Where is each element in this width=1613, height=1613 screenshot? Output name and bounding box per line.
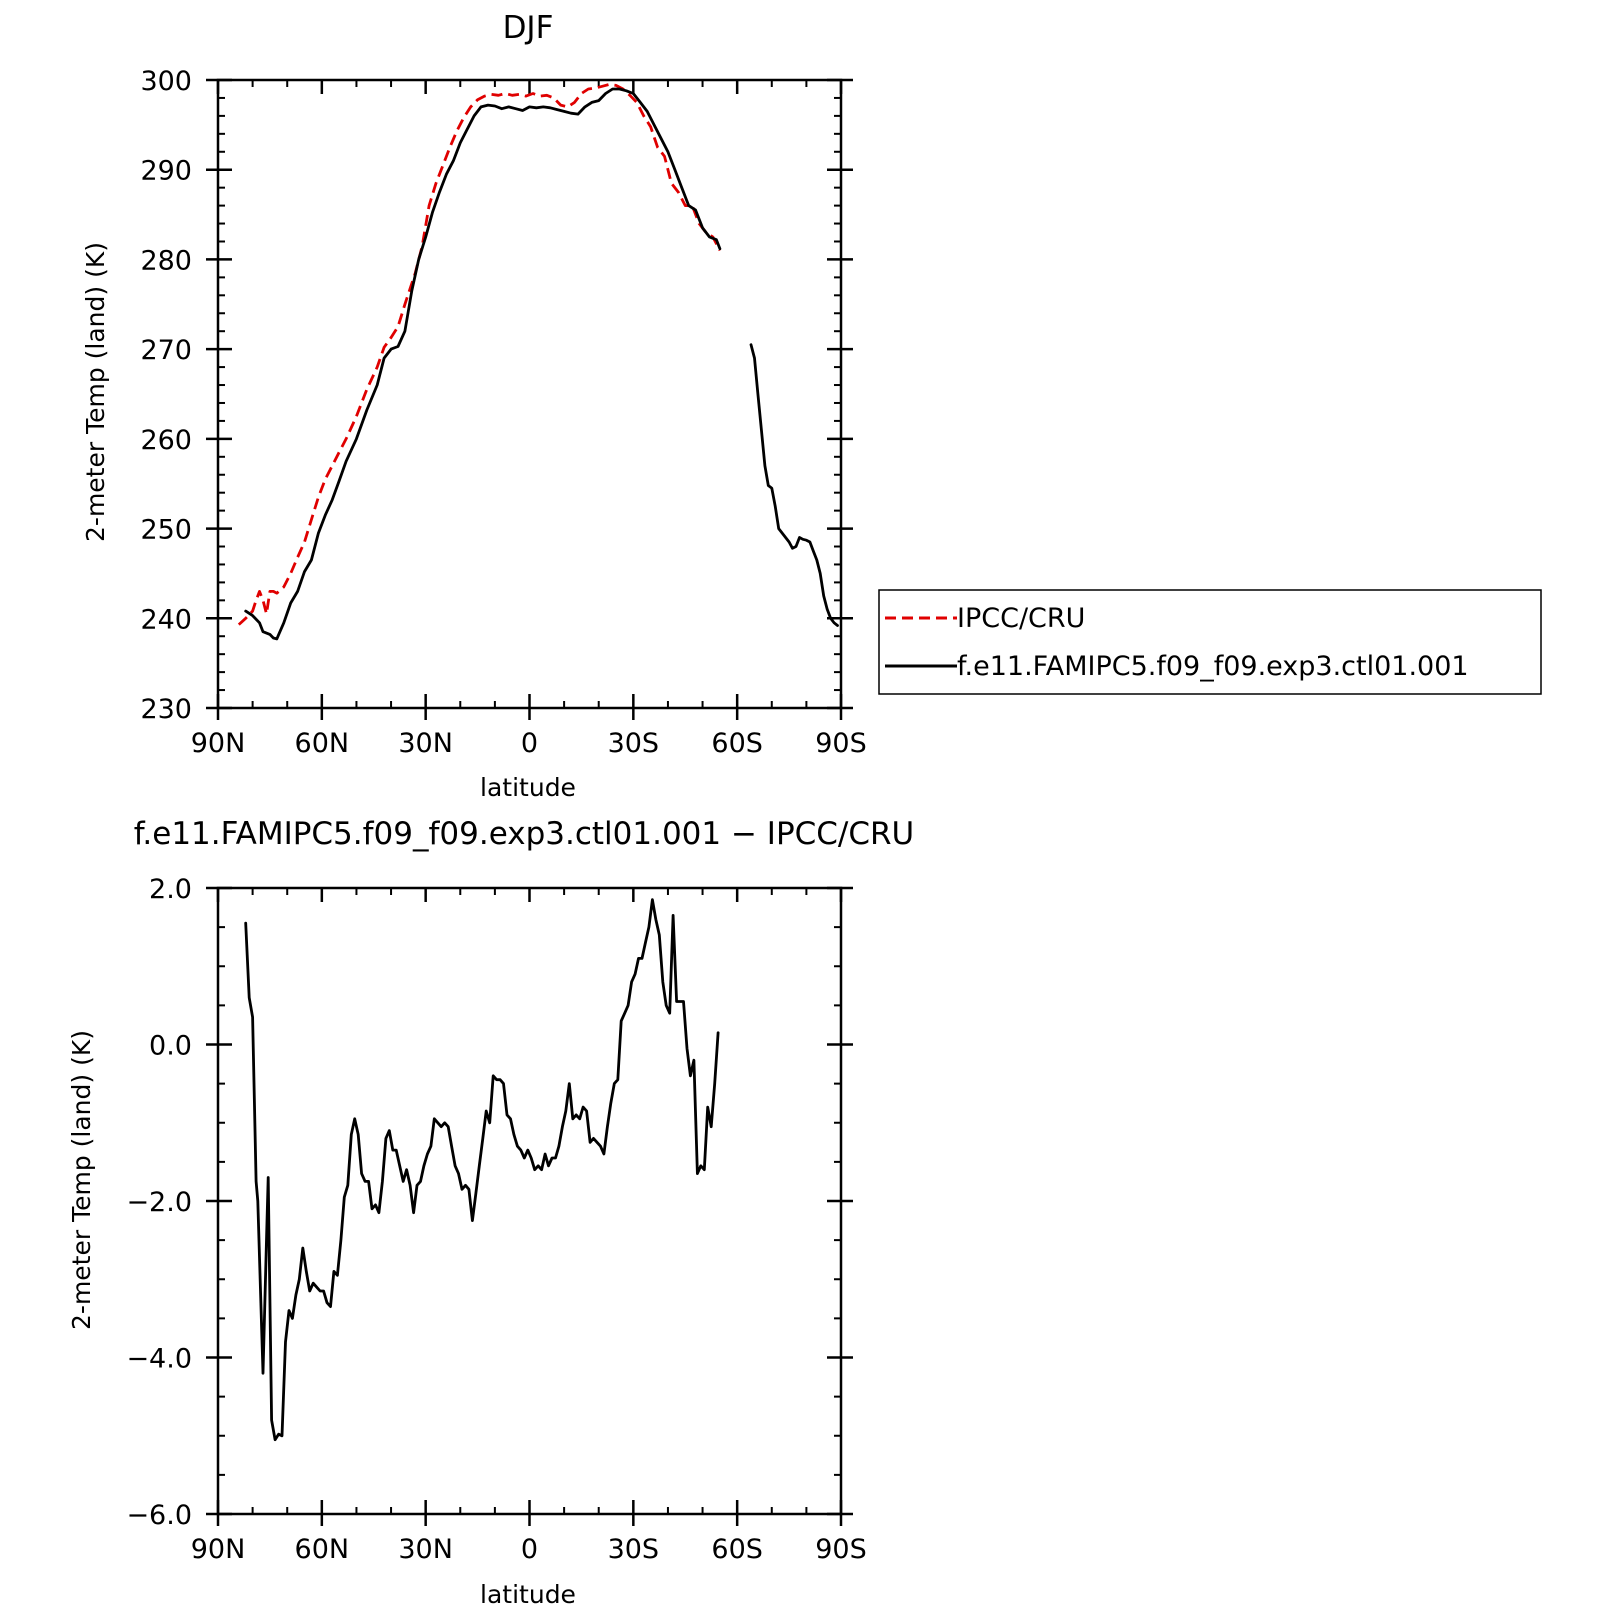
x-tick-label: 60N: [295, 1534, 350, 1565]
y-tick-label: 260: [140, 425, 192, 456]
y-tick-label: −2.0: [126, 1187, 192, 1218]
top-plot-area: [237, 83, 839, 641]
y-tick-label: 270: [140, 335, 192, 366]
x-tick-label: 90N: [191, 1534, 246, 1565]
top-y-axis-label: 2-meter Temp (land) (K): [81, 242, 110, 542]
y-tick-label: −4.0: [126, 1344, 192, 1375]
bottom-axes: 90N 60N 30N 0 30S 60S 90S −6.0 −4.0 −2.0 0.0 2.0: [126, 874, 866, 1565]
top-chart-title: DJF: [503, 10, 554, 46]
bottom-plot-area: [244, 898, 720, 1442]
top-axes: 90N 60N 30N 0 30S 60S 90S 230 240 250 260 270 280 290…: [140, 66, 866, 759]
plot-frame: [216, 78, 843, 710]
bottom-chart-title: f.e11.FAMIPC5.f09_f09.exp3.ctl01.001 − I…: [134, 816, 915, 852]
series-line-model-seg0: [244, 898, 720, 1442]
series-line-model-seg1: [749, 343, 839, 627]
x-tick-label: 30S: [608, 728, 660, 759]
x-tick-label: 0: [521, 728, 538, 759]
y-tick-label: 2.0: [149, 874, 192, 905]
y-tick-label: 300: [140, 66, 192, 97]
top-panel: DJF 90N 60N 30N 0 30S 60S 90S 230 240 250 260 270 28…: [81, 10, 867, 802]
plot-frame: [216, 886, 843, 1516]
x-tick-label: 30N: [398, 1534, 453, 1565]
legend: IPCC/CRU f.e11.FAMIPC5.f09_f09.exp3.ctl0…: [878, 589, 1542, 695]
y-tick-label: 0.0: [149, 1031, 192, 1062]
y-tick-label: 250: [140, 515, 192, 546]
x-tick-label: 90S: [815, 1534, 867, 1565]
x-tick-label: 60S: [711, 728, 763, 759]
y-tick-label: 230: [140, 694, 192, 725]
bottom-y-axis-label: 2-meter Temp (land) (K): [67, 1030, 96, 1330]
x-tick-label: 0: [521, 1534, 538, 1565]
x-tick-label: 60S: [711, 1534, 763, 1565]
x-tick-label: 60N: [295, 728, 350, 759]
y-tick-label: 290: [140, 156, 192, 187]
x-tick-label: 30N: [398, 728, 453, 759]
y-tick-label: 280: [140, 245, 192, 276]
legend-label-obs: IPCC/CRU: [957, 603, 1085, 634]
legend-box: [878, 589, 1542, 695]
series-line-ipcc-cru-seg0: [237, 83, 722, 626]
x-tick-label: 90S: [815, 728, 867, 759]
bottom-panel: f.e11.FAMIPC5.f09_f09.exp3.ctl01.001 − I…: [67, 816, 914, 1609]
bottom-x-axis-label: latitude: [480, 1580, 576, 1609]
series-line-model-seg0: [244, 87, 722, 641]
y-tick-label: 240: [140, 604, 192, 635]
x-tick-label: 90N: [191, 728, 246, 759]
legend-label-model: f.e11.FAMIPC5.f09_f09.exp3.ctl01.001: [957, 651, 1469, 682]
x-tick-label: 30S: [608, 1534, 660, 1565]
y-tick-label: −6.0: [126, 1500, 192, 1531]
top-x-axis-label: latitude: [480, 773, 576, 802]
